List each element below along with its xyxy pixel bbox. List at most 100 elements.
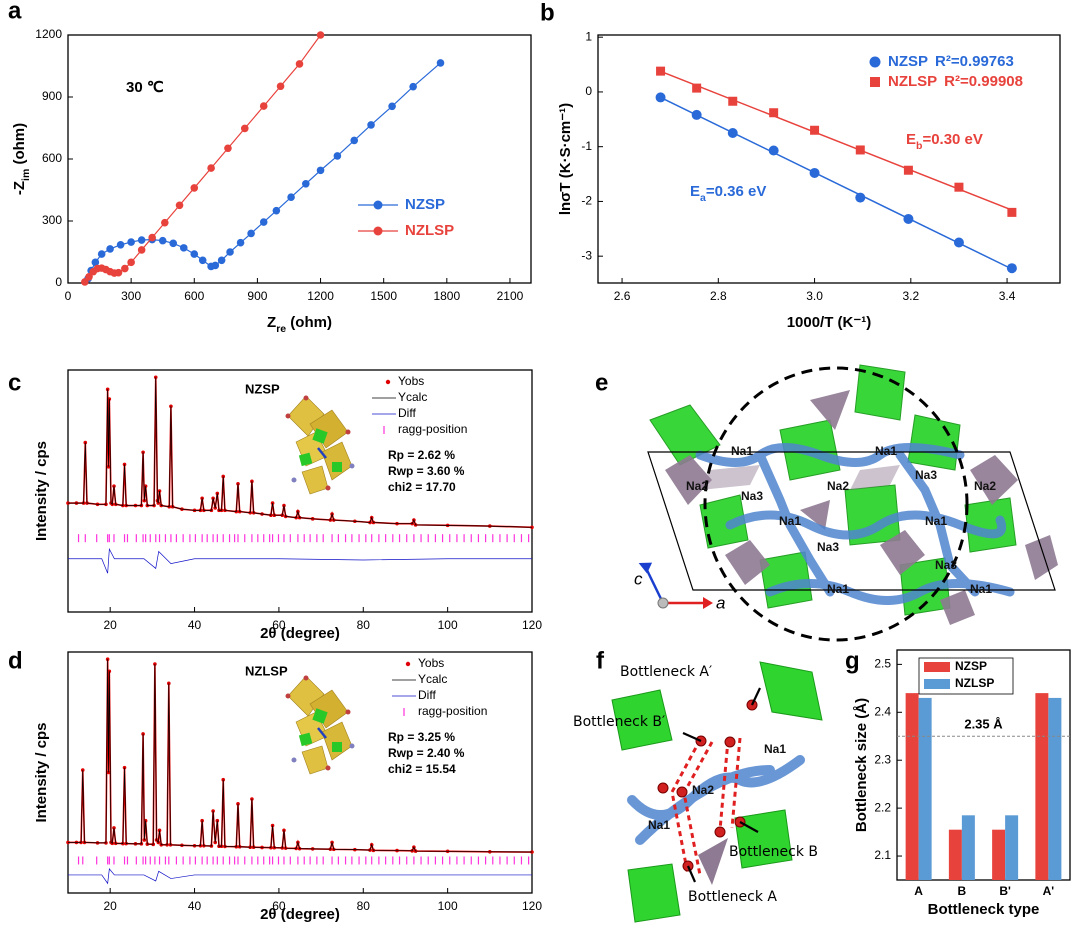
site-label: Na3: [817, 540, 839, 554]
data-point: [121, 264, 129, 273]
data-point: [316, 31, 325, 39]
structure-f: [611, 661, 823, 923]
y-tick-label: 2.1: [874, 848, 891, 862]
x-tick-label: 40: [188, 618, 202, 632]
series-line: [68, 659, 533, 853]
legend-label: NZSP: [888, 53, 928, 70]
annotation: Eb=0.30 eV: [906, 131, 983, 152]
y-tick-label: 600: [42, 151, 62, 165]
series-line: [68, 377, 533, 528]
data-point: [148, 233, 156, 242]
x-tick-label: 120: [522, 618, 542, 632]
data-point: [655, 92, 666, 103]
data-point: [1006, 263, 1017, 274]
y-tick-label: 0: [55, 275, 62, 289]
data-point: [295, 60, 304, 68]
bar: [1005, 815, 1019, 880]
legend-marker: [870, 77, 880, 87]
annotation: Ea=0.36 eV: [690, 183, 766, 204]
series-line: [68, 547, 532, 574]
fit-line: [660, 70, 1013, 211]
bar: [1035, 693, 1049, 880]
panel-letter: c: [8, 369, 21, 396]
data-point: [809, 167, 820, 178]
y-tick-label: 2.5: [874, 657, 891, 671]
data-point: [190, 250, 199, 258]
legend-label: Ycalc: [398, 390, 427, 404]
x-tick-label: 900: [247, 289, 267, 303]
bar: [905, 693, 919, 880]
data-point: [114, 268, 123, 277]
data-point: [302, 180, 310, 188]
x-tick-label: 1200: [307, 289, 334, 303]
legend-label: NZLSP: [888, 73, 937, 90]
data-point: [179, 244, 188, 252]
data-point: [903, 165, 913, 175]
y-tick-label: 300: [42, 213, 62, 227]
site-label: Na1: [779, 514, 801, 528]
data-point: [954, 182, 964, 192]
data-point: [953, 237, 964, 248]
legend-r2: R²=0.99763: [935, 53, 1014, 70]
y-tick-label: 2.3: [874, 752, 891, 766]
site-label: Na3: [935, 558, 957, 572]
legend-swatch: [924, 679, 950, 689]
data-point: [211, 261, 220, 270]
legend-label: NZLSP: [405, 222, 454, 239]
legend-label: Yobs: [398, 374, 424, 388]
data-point: [727, 127, 738, 138]
x-tick-label: 300: [121, 289, 141, 303]
plot-frame: [597, 34, 1061, 284]
bar: [992, 829, 1006, 880]
data-point: [855, 192, 866, 203]
legend-marker: [373, 226, 383, 236]
panel-letter: a: [8, 0, 22, 24]
data-point: [240, 124, 249, 133]
data-point: [436, 59, 445, 67]
refinement-stat: chi2 = 15.54: [388, 762, 456, 776]
panel-letter: e: [595, 369, 608, 396]
data-point: [259, 102, 268, 110]
y-tick-label: -3: [581, 248, 592, 262]
x-axis-label-part: (ohm): [286, 314, 332, 331]
y-axis-label-part: (ohm): [11, 123, 28, 169]
x-tick-label: 3.2: [902, 289, 919, 303]
y-tick-label: 900: [42, 89, 62, 103]
data-point: [81, 278, 89, 286]
y-axis-label: -Zim (ohm): [11, 123, 32, 195]
panel-letter: g: [845, 647, 860, 674]
data-point: [855, 145, 865, 155]
legend-marker: [385, 379, 391, 385]
data-point: [656, 66, 666, 76]
legend-label: NZLSP: [955, 676, 994, 690]
x-tick-label: 3.0: [806, 289, 823, 303]
x-tick-label: A: [914, 884, 923, 898]
legend-label: Ycalc: [418, 672, 447, 686]
panel-letter: f: [596, 647, 605, 674]
legend-label: NZSP: [955, 659, 987, 673]
x-tick-label: 120: [522, 899, 542, 913]
data-point: [810, 125, 820, 135]
y-tick-label: -1: [581, 139, 592, 153]
legend-label: Diff: [398, 406, 416, 420]
site-label: Na1: [970, 582, 992, 596]
site-label: Na1: [827, 582, 849, 596]
data-point: [85, 273, 93, 281]
site-label: Na1: [731, 444, 753, 458]
site-label: Na1: [648, 818, 670, 832]
x-tick-label: 60: [272, 899, 286, 913]
data-point: [161, 218, 169, 227]
data-point: [388, 102, 396, 111]
bar: [918, 697, 932, 880]
structure-e: [638, 364, 1058, 642]
x-tick-label: 1500: [370, 289, 397, 303]
data-point: [217, 256, 226, 265]
site-label: Na2: [974, 479, 996, 493]
legend-label: ragg-position: [398, 422, 467, 436]
panel-letter: b: [540, 0, 555, 26]
data-point: [169, 239, 178, 248]
data-point: [287, 193, 295, 202]
site-label: Bottleneck A′: [620, 664, 712, 680]
site-label: Na3: [741, 489, 763, 503]
data-point: [272, 206, 281, 215]
